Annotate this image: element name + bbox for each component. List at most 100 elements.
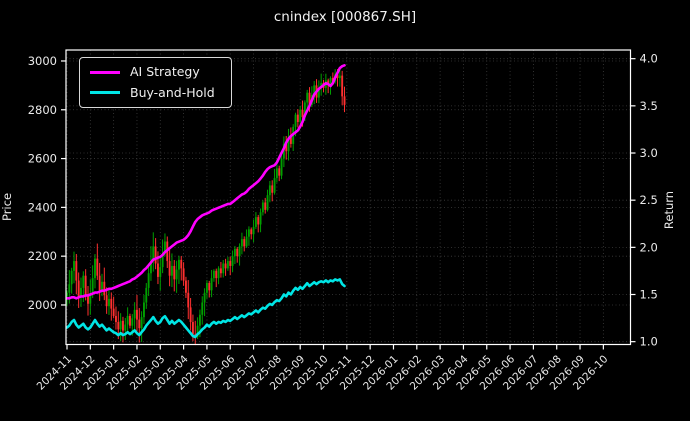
candle-body [87,295,89,304]
chart-title: cnindex [000867.SH] [273,9,417,25]
candle-body [103,281,106,296]
candle-body [303,102,306,118]
price-tick-label: 2200 [28,249,57,263]
candle-body [210,278,213,291]
legend-label-ai-strategy: AI Strategy [130,64,200,79]
candle-body [145,287,148,303]
candle-body [117,322,120,330]
return-tick-label: 2.5 [640,193,658,207]
left-axis-label: Price [0,192,15,222]
candle-body [268,185,271,196]
candle-body [77,280,80,297]
candle-body [306,92,309,103]
price-tick-label: 2000 [28,298,57,312]
candle-body [140,317,143,329]
candle-body [257,217,260,225]
candle-body [236,248,239,257]
candle-body [154,246,157,264]
candle-body [201,302,204,315]
candles-layer [66,66,346,346]
candle-body [170,265,173,276]
candle-body [147,273,150,288]
plot-border [65,49,632,346]
candle-body [189,307,192,323]
candle-body [336,74,339,79]
candle-body [231,256,234,266]
candle-body [96,258,99,276]
candle-body [224,263,227,269]
candle-body [124,324,127,331]
candle-body [205,283,208,293]
candle-body [177,259,180,270]
candle-body [212,270,215,279]
candle-body [108,298,110,307]
buy-and-hold-line-swatch [90,91,120,95]
candle-body [122,320,124,331]
grid-layer [66,50,631,345]
candle-body [229,261,232,266]
candle-body [240,239,243,247]
candle-body [143,302,145,318]
candle-body [313,85,316,96]
candle-body [338,75,341,79]
candle-body [208,283,211,291]
candle-body [238,246,241,257]
candle-body [275,168,278,179]
candle-body [285,143,288,152]
price-tick-label: 2800 [28,103,57,117]
candle-body [152,246,155,262]
return-tick-label: 1.5 [640,288,658,302]
candle-body [317,87,320,98]
ai-strategy-line-swatch [90,70,120,74]
candle-body [217,268,220,279]
legend-label-buy-and-hold: Buy-and-Hold [130,84,215,100]
candle-body [271,185,274,193]
candle-body [247,229,250,237]
candle-body [299,109,302,122]
candle-body [287,136,290,152]
candle-body [222,263,225,274]
candle-body [175,269,178,280]
candle-body [131,318,134,326]
candle-body [215,270,218,279]
candle-body [254,217,257,227]
candle-body [101,281,103,291]
return-tick-label: 3.0 [640,146,658,160]
candle-body [187,292,190,308]
legend-item-buy-and-hold: Buy-and-Hold [90,84,215,100]
candle-body [91,278,94,294]
candle-body [341,75,344,97]
candle-body [261,202,264,213]
candle-body [198,314,201,326]
candle-body [273,178,276,193]
ai-strategy-line [65,64,346,300]
candle-body [126,315,129,325]
candle-body [66,292,68,297]
candle-body [308,92,311,105]
candle-body [82,275,85,288]
candle-body [70,270,73,285]
candle-body [180,259,183,269]
candle-body [73,261,75,271]
candle-body [343,96,346,105]
price-tick-label: 2400 [28,200,57,214]
candle-body [105,295,108,307]
candle-body [129,315,131,326]
price-tick-label: 3000 [28,54,57,68]
candle-body [112,308,115,316]
legend: AI Strategy Buy-and-Hold [79,57,232,108]
return-tick-label: 3.5 [640,99,658,113]
candle-body [173,265,176,280]
return-tick-label: 2.0 [640,240,658,254]
return-tick-label: 1.0 [640,335,658,349]
right-axis-label: Return [662,190,677,230]
candle-body [184,280,187,293]
candle-body [150,261,152,274]
candle-body [115,315,117,323]
candle-body [68,284,71,293]
candle-body [84,275,87,296]
candle-body [259,212,262,225]
candle-body [182,268,185,281]
